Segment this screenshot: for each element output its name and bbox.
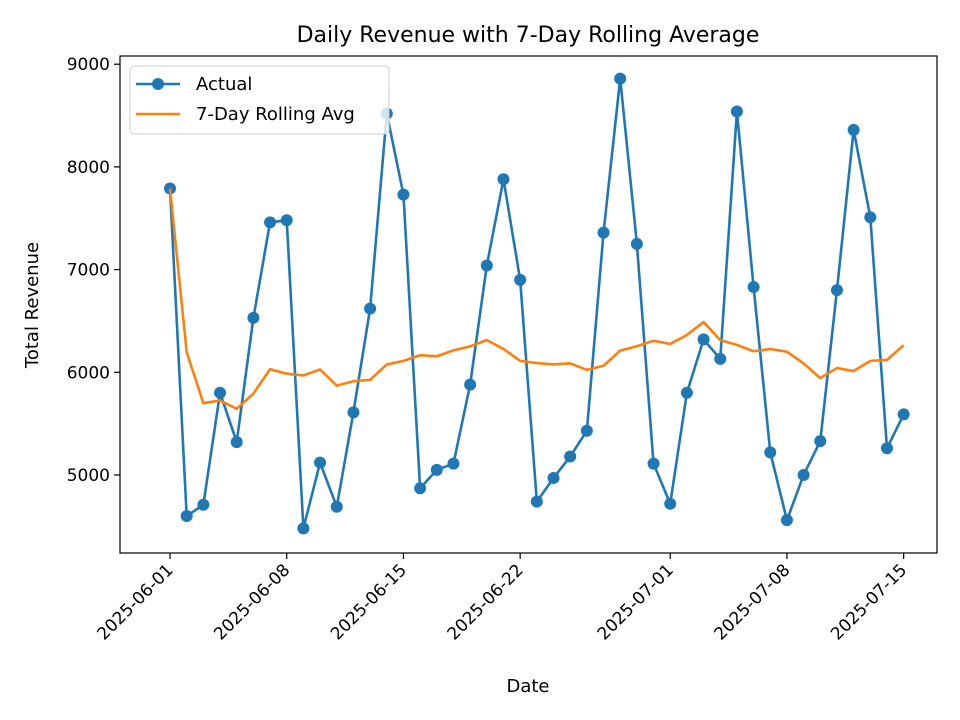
x-tick-label: 2025-07-08 xyxy=(710,560,794,644)
data-point xyxy=(247,311,260,324)
x-tick-label: 2025-06-01 xyxy=(94,560,178,644)
data-point xyxy=(830,284,843,297)
legend-label: Actual xyxy=(196,74,252,95)
data-point xyxy=(297,522,310,535)
data-point xyxy=(614,72,627,85)
data-point xyxy=(264,216,277,229)
data-point xyxy=(447,457,460,470)
data-point xyxy=(597,226,610,239)
x-tick-label: 2025-06-08 xyxy=(210,560,294,644)
y-axis-label: Total Revenue xyxy=(22,242,43,369)
legend-label: 7-Day Rolling Avg xyxy=(196,104,355,125)
data-point xyxy=(797,468,810,481)
data-point xyxy=(347,406,360,419)
data-point xyxy=(714,352,727,365)
legend: Actual 7-Day Rolling Avg xyxy=(129,65,390,135)
data-point xyxy=(864,211,877,224)
data-point xyxy=(214,386,227,399)
data-point xyxy=(280,214,293,227)
data-point xyxy=(414,482,427,495)
data-point xyxy=(697,333,710,346)
data-point xyxy=(397,188,410,201)
data-point xyxy=(464,378,477,391)
data-point xyxy=(630,237,643,250)
data-point xyxy=(880,442,893,455)
y-tick-label: 9000 xyxy=(67,55,110,75)
data-point xyxy=(230,436,243,449)
x-axis-label: Date xyxy=(506,676,549,697)
legend-swatch-marker xyxy=(152,78,164,90)
data-point xyxy=(547,472,560,485)
x-tick-label: 2025-07-15 xyxy=(827,560,911,644)
plot-frame xyxy=(119,55,938,554)
data-point xyxy=(680,386,693,399)
y-tick-label: 6000 xyxy=(67,363,110,383)
data-point xyxy=(364,302,377,315)
data-point xyxy=(180,510,193,523)
data-point xyxy=(314,456,327,469)
y-tick-label: 8000 xyxy=(67,158,110,178)
data-point xyxy=(430,463,443,476)
data-point xyxy=(764,446,777,459)
x-axis: 2025-06-01 2025-06-08 2025-06-15 2025-06-22… xyxy=(94,553,911,644)
data-point xyxy=(814,435,827,448)
data-point xyxy=(647,457,660,470)
chart-title: Daily Revenue with 7-Day Rolling Average xyxy=(297,23,760,48)
plot-area xyxy=(164,72,910,535)
x-tick-label: 2025-07-01 xyxy=(594,560,678,644)
y-axis: 5000 6000 7000 8000 9000 xyxy=(67,55,120,486)
y-tick-label: 5000 xyxy=(67,466,110,486)
data-point xyxy=(897,408,910,421)
data-point xyxy=(330,500,343,513)
data-point xyxy=(730,105,743,118)
series-line-0 xyxy=(168,77,905,530)
x-tick-label: 2025-06-15 xyxy=(327,560,411,644)
data-point xyxy=(847,123,860,136)
data-point xyxy=(664,497,677,510)
legend-box xyxy=(129,65,390,135)
data-point xyxy=(747,281,760,294)
data-point xyxy=(530,495,543,508)
data-point xyxy=(497,173,510,186)
series-line-1 xyxy=(168,188,905,411)
x-tick-label: 2025-06-22 xyxy=(444,560,528,644)
data-point xyxy=(780,514,793,527)
data-point xyxy=(480,259,493,272)
data-point xyxy=(564,450,577,463)
data-point xyxy=(197,498,210,511)
data-point xyxy=(580,424,593,437)
y-tick-label: 7000 xyxy=(67,261,110,281)
data-point xyxy=(514,273,527,286)
